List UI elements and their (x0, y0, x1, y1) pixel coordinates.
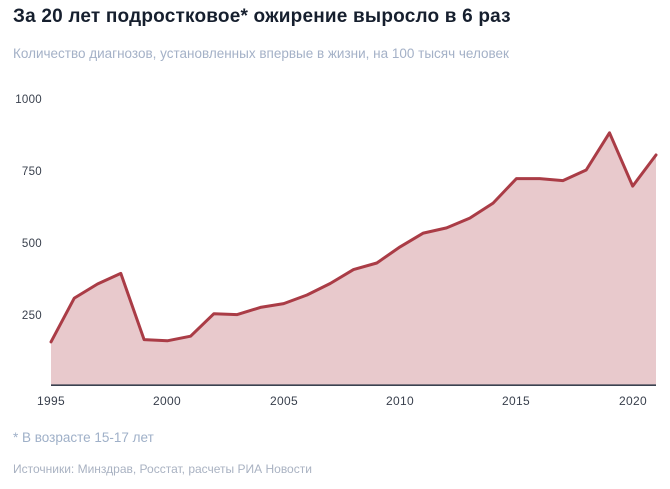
footnote: * В возрасте 15-17 лет (13, 430, 154, 445)
sources-note: Источники: Минздрав, Росстат, расчеты РИ… (13, 462, 312, 476)
x-axis-tick-label: 2020 (619, 394, 647, 408)
page-title: За 20 лет подростковое* ожирение выросло… (13, 6, 511, 27)
x-axis-tick-label: 2000 (153, 394, 181, 408)
x-axis-tick-label: 2010 (386, 394, 414, 408)
x-axis-tick-label: 2015 (502, 394, 530, 408)
chart-area-fill (51, 132, 656, 386)
x-axis-tick-label: 2005 (270, 394, 298, 408)
y-axis-tick-label: 500 (21, 238, 42, 250)
page-subtitle: Количество диагнозов, установленных впер… (13, 46, 509, 61)
chart-trend-line (49, 131, 658, 344)
y-axis-tick-label: 1000 (15, 94, 42, 106)
x-axis-tick-label: 1995 (37, 394, 65, 408)
y-axis-tick-label: 750 (21, 166, 42, 178)
y-axis-tick-label: 250 (21, 310, 42, 322)
